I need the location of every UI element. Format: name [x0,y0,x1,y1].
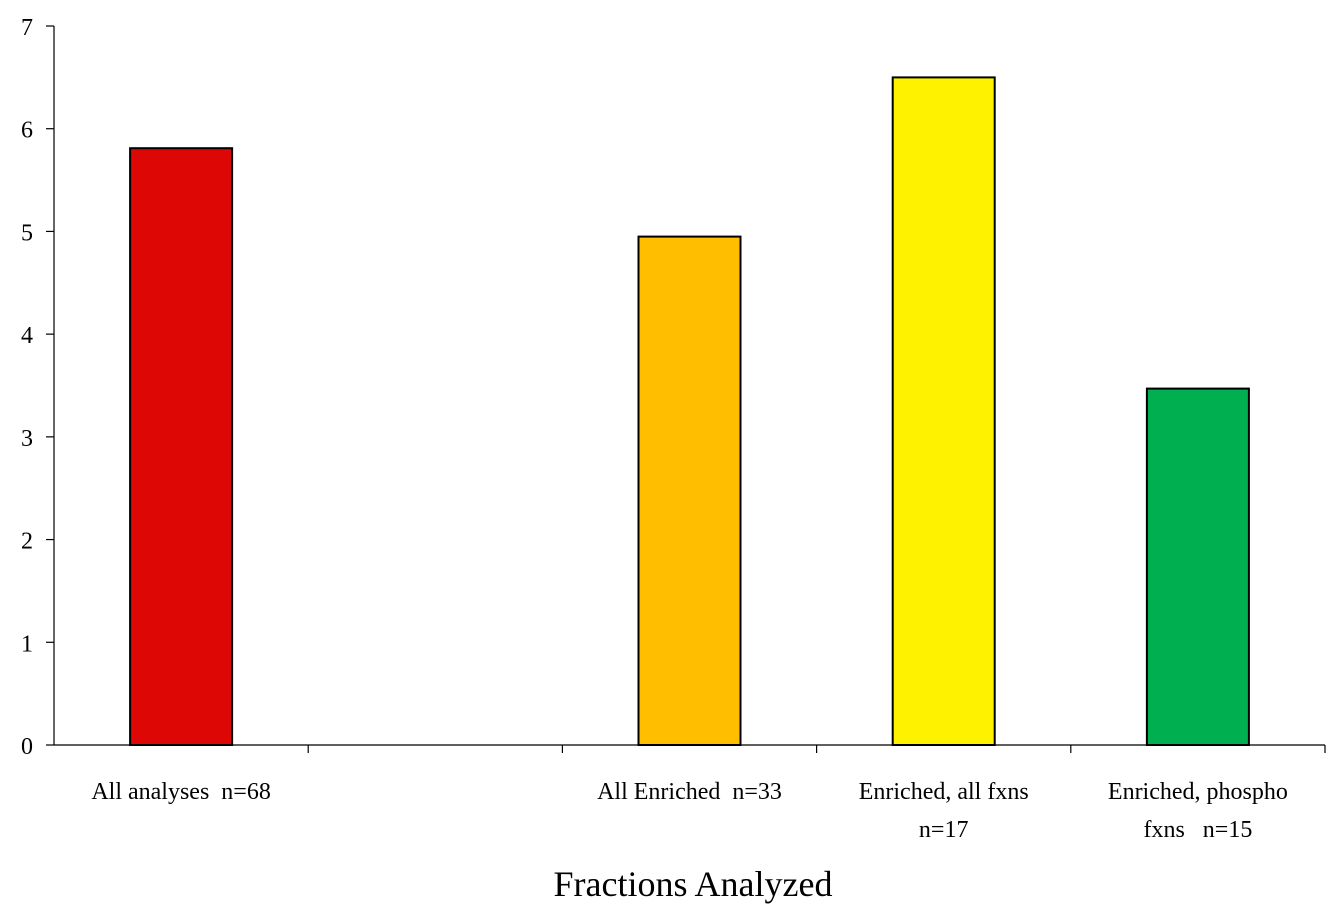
category-label-2-0: All Enriched n=33 [597,779,782,805]
x-axis-title: Fractions Analyzed [554,864,833,904]
y-tick-label-0: 0 [21,734,33,760]
category-label-3-0: Enriched, all fxns [859,779,1029,805]
y-tick-label-2: 2 [21,529,33,555]
labels-layer: 0 1 2 3 4 5 6 7 All analyses n=68 All Enriched n=… [21,15,1288,843]
y-tick-label-5: 5 [21,220,33,246]
y-tick-label-1: 1 [21,631,33,657]
y-tick-label-3: 3 [21,426,33,452]
category-label-0-0: All analyses n=68 [91,779,271,805]
y-tick-label-6: 6 [21,118,33,144]
bar-3 [891,76,996,746]
bars-layer [129,76,1250,746]
axes-layer [46,25,1326,753]
y-tick-label-4: 4 [21,323,33,349]
bar-2 [637,235,742,746]
category-label-4-1: fxns n=15 [1143,817,1252,843]
category-label-3-1: n=17 [919,817,969,843]
bar-4 [1145,387,1250,746]
bar-0 [129,147,234,746]
category-label-4-0: Enriched, phospho [1108,779,1288,805]
y-tick-label-7: 7 [21,15,33,41]
